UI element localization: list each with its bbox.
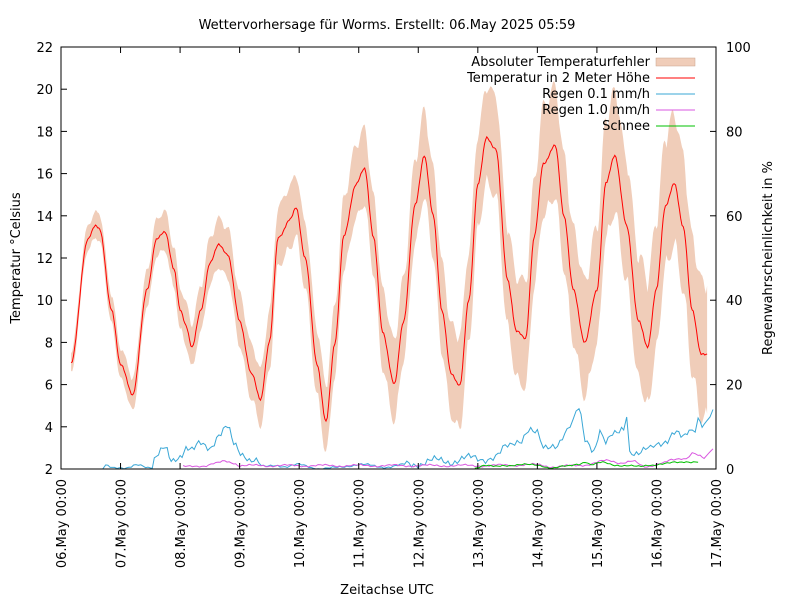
series-lines-layer: [70, 135, 714, 470]
x-tick-label: 10.May 00:00: [293, 479, 308, 568]
x-axis: 06.May 00:00 07.May 00:00 08.May 00:00 09.M…: [55, 47, 725, 568]
legend-label: Absoluter Temperaturfehler: [471, 55, 650, 70]
legend-label: Regen 1.0 mm/h: [542, 103, 650, 118]
y-tick-label: 8: [45, 336, 53, 351]
y-axis-right: 0 20 40 60 80 100: [710, 41, 751, 478]
y-axis-left: 2 4 6 8 10 12 14 16 18 20 22: [36, 41, 67, 478]
y-tick-label: 16: [36, 168, 53, 183]
legend-label: Schnee: [602, 119, 650, 134]
x-tick-label: 12.May 00:00: [412, 479, 427, 568]
x-tick-label: 15.May 00:00: [591, 479, 606, 568]
x-tick-label: 08.May 00:00: [174, 479, 189, 568]
y2-axis-label: Regenwahrscheinlichkeit in %: [761, 161, 776, 355]
legend-swatch: [655, 57, 696, 67]
snow-line: [474, 461, 699, 470]
rain-1-0-line: [182, 448, 714, 469]
y2-tick-label: 40: [726, 294, 743, 309]
y2-tick-label: 80: [726, 125, 743, 140]
chart-title: Wettervorhersage für Worms. Erstellt: 06…: [199, 18, 576, 33]
x-tick-label: 11.May 00:00: [353, 479, 368, 568]
y-tick-label: 4: [45, 421, 53, 436]
temperature-error-band: [71, 80, 708, 452]
x-tick-label: 13.May 00:00: [472, 479, 487, 568]
y-tick-label: 14: [36, 210, 53, 225]
y-tick-label: 18: [36, 125, 53, 140]
y-tick-label: 20: [36, 83, 53, 98]
y2-tick-label: 100: [726, 41, 751, 56]
y-tick-label: 12: [36, 252, 53, 267]
temperature-line: [70, 135, 708, 423]
temperature-error-band-layer: [71, 80, 708, 452]
y-tick-label: 22: [36, 41, 53, 56]
legend-label: Temperatur in 2 Meter Höhe: [466, 71, 650, 86]
y2-tick-label: 0: [726, 463, 734, 478]
x-tick-label: 07.May 00:00: [115, 479, 130, 568]
x-tick-label: 06.May 00:00: [55, 479, 70, 568]
x-tick-label: 09.May 00:00: [234, 479, 249, 568]
y-tick-label: 2: [45, 463, 53, 478]
legend-label: Regen 0.1 mm/h: [542, 87, 650, 102]
y2-tick-label: 60: [726, 210, 743, 225]
x-axis-label: Zeitachse UTC: [340, 583, 434, 598]
x-tick-label: 16.May 00:00: [650, 479, 665, 568]
x-tick-label: 14.May 00:00: [531, 479, 546, 568]
x-tick-label: 17.May 00:00: [710, 479, 725, 568]
y-tick-label: 6: [45, 379, 53, 394]
rain-0-1-line: [102, 407, 714, 470]
y-tick-label: 10: [36, 294, 53, 309]
y-axis-label: Temperatur °Celsius: [9, 192, 24, 325]
y2-tick-label: 20: [726, 379, 743, 394]
